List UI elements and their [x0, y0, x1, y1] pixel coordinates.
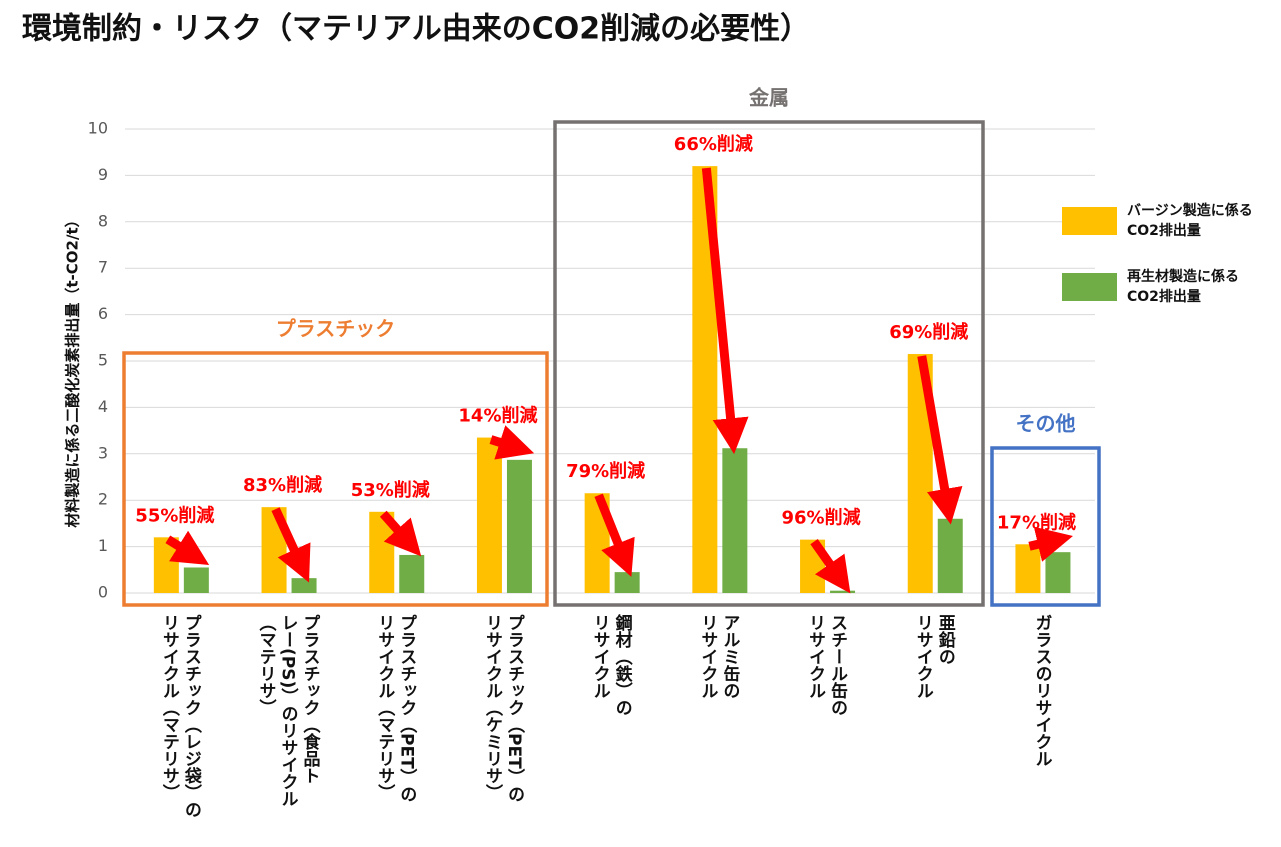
- y-tick-label: 0: [98, 583, 108, 602]
- bar: [722, 448, 748, 593]
- group-label: 金属: [748, 86, 789, 110]
- x-tick-label: 鋼材（鉄）の リサイクル: [589, 614, 632, 716]
- legend-swatch: [1062, 273, 1117, 301]
- x-tick-label: 亜鉛の リサイクル: [912, 614, 955, 699]
- reduction-label: 83%削減: [243, 474, 322, 496]
- reduction-label: 14%削減: [458, 405, 537, 427]
- bar: [476, 437, 502, 593]
- y-tick-label: 4: [98, 397, 108, 416]
- bar: [937, 518, 963, 593]
- group-box: [122, 351, 549, 607]
- reduction-arrow: [1028, 526, 1073, 562]
- reduction-label: 79%削減: [566, 460, 645, 482]
- reduction-arrow: [271, 507, 311, 583]
- reduction-label: 69%削減: [889, 321, 968, 343]
- reduction-label: 17%削減: [997, 511, 1076, 533]
- chart-title: 環境制約・リスク（マテリアル由来のCO2削減の必要性）: [22, 12, 810, 47]
- y-tick-label: 2: [98, 490, 108, 509]
- reduction-arrow: [379, 510, 422, 557]
- bar: [1015, 544, 1041, 593]
- bar: [183, 567, 209, 593]
- x-tick-label: ガラスのリサイクル: [1031, 614, 1052, 767]
- bar: [614, 572, 640, 593]
- bar: [399, 554, 425, 593]
- reduction-arrow: [701, 167, 749, 455]
- y-tick-label: 5: [98, 351, 108, 370]
- x-tick-label: プラスチック（PET）の リサイクル（マテリサ）: [374, 614, 417, 803]
- y-axis-label: 材料製造に係る二酸化炭素排出量（t-CO2/t）: [64, 212, 82, 527]
- y-tick-label: 7: [98, 258, 108, 277]
- y-tick-label: 3: [98, 443, 108, 462]
- legend-swatch: [1062, 207, 1117, 235]
- group-box: [990, 446, 1101, 607]
- reduction-arrow: [810, 539, 851, 594]
- bar: [830, 590, 856, 593]
- legend-label: 再生材製造に係る CO2排出量: [1127, 269, 1239, 305]
- x-tick-label: アルミ缶の リサイクル: [697, 614, 740, 699]
- y-tick-label: 10: [88, 119, 108, 138]
- y-tick-label: 9: [98, 165, 108, 184]
- reduction-label: 53%削減: [351, 479, 430, 501]
- reduction-arrow: [594, 493, 635, 577]
- x-tick-label: プラスチック（レジ袋）の リサイクル（マテリサ）: [158, 614, 201, 818]
- x-tick-label: スチール缶の リサイクル: [805, 614, 848, 716]
- reduction-label: 55%削減: [135, 504, 214, 526]
- x-tick-label: プラスチック（食品ト レー(PS)）のリサイクル （マテリサ）: [255, 614, 320, 808]
- bar: [1045, 552, 1071, 593]
- y-tick-label: 6: [98, 304, 108, 323]
- bar: [506, 459, 532, 593]
- reduction-arrow: [489, 425, 535, 460]
- group-label: その他: [1016, 412, 1076, 436]
- y-tick-label: 1: [98, 536, 108, 555]
- x-tick-label: プラスチック（PET）の リサイクル（ケミリサ）: [481, 614, 524, 803]
- reduction-label: 96%削減: [782, 507, 861, 529]
- reduction-arrow: [917, 355, 963, 525]
- reduction-arrow: [165, 530, 210, 565]
- legend-label: バージン製造に係る CO2排出量: [1127, 203, 1253, 239]
- bar: [291, 578, 317, 593]
- reduction-label: 66%削減: [674, 133, 753, 155]
- y-tick-label: 8: [98, 211, 108, 230]
- group-label: プラスチック: [276, 317, 396, 341]
- group-box: [553, 120, 985, 607]
